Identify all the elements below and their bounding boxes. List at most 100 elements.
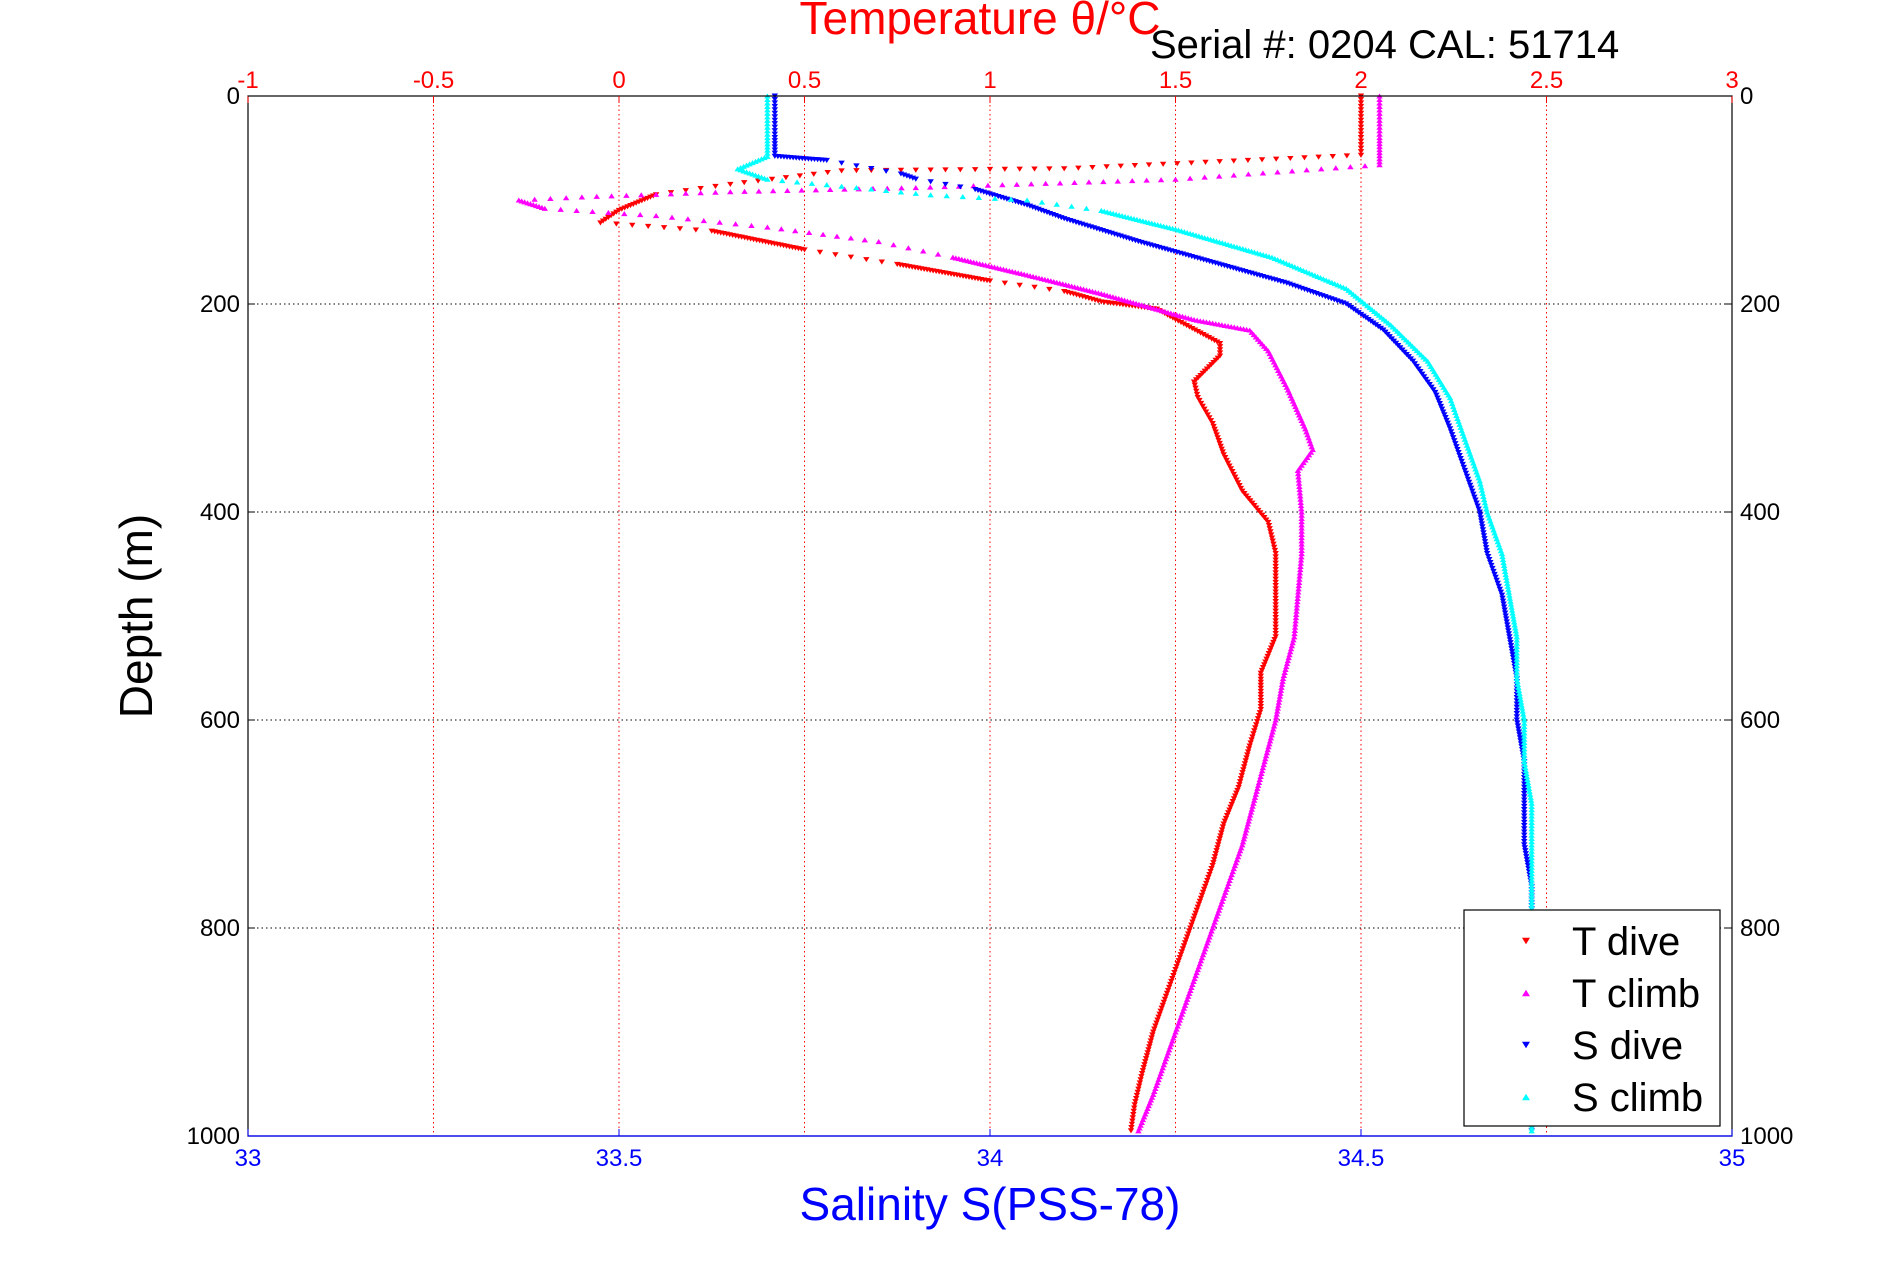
series-point-t-climb <box>1157 177 1165 183</box>
series-point-t-climb <box>1071 179 1078 185</box>
series-point-s-climb <box>1499 554 1506 560</box>
series-point-t-dive <box>1257 679 1265 685</box>
series-point-s-climb <box>1528 839 1535 845</box>
series-point-t-climb <box>1114 178 1121 184</box>
series-point-t-dive <box>1197 400 1205 406</box>
series-point-t-climb <box>748 222 755 228</box>
series-point-s-dive <box>1426 382 1433 388</box>
series-point-t-climb <box>1297 563 1304 569</box>
series-point-t-dive <box>1231 793 1239 799</box>
series-point-s-dive <box>1513 707 1521 713</box>
series-point-t-dive <box>1223 457 1230 463</box>
series-point-t-climb <box>1376 110 1383 116</box>
series-point-s-dive <box>1413 363 1420 369</box>
series-point-t-dive <box>863 257 870 263</box>
series-point-t-climb <box>861 237 868 243</box>
series-point-s-climb <box>1524 779 1532 785</box>
series-point-s-dive <box>1494 580 1501 586</box>
series-point-s-climb <box>838 183 845 189</box>
series-point-s-climb <box>1521 717 1528 723</box>
series-point-s-climb <box>1522 767 1530 774</box>
series-point-t-dive <box>1216 159 1223 165</box>
series-point-s-climb <box>764 144 771 150</box>
series-point-s-climb <box>1501 565 1508 572</box>
series-point-s-dive <box>1460 464 1468 470</box>
series-point-s-climb <box>764 96 771 103</box>
series-point-t-dive <box>1089 164 1096 171</box>
series-point-t-climb <box>805 229 813 236</box>
series-point-s-dive <box>771 103 779 109</box>
series-point-t-dive <box>1205 334 1213 341</box>
series-point-t-dive <box>1257 700 1265 707</box>
series-point-s-climb <box>1513 675 1521 681</box>
series-point-t-dive <box>816 249 824 255</box>
series-point-t-climb <box>1042 180 1049 186</box>
series-point-s-climb <box>1513 656 1521 662</box>
series-point-t-dive <box>1131 1105 1138 1111</box>
temperature-axis-title: Temperature θ/°C <box>800 0 1161 44</box>
series-point-t-dive <box>832 252 839 258</box>
series-point-t-dive <box>1188 160 1195 166</box>
series-point-t-dive <box>1270 639 1277 645</box>
series-point-s-climb <box>1510 619 1518 625</box>
series-point-t-dive <box>1252 725 1259 731</box>
series-point-s-dive <box>1451 438 1458 444</box>
series-point-t-dive <box>697 186 704 192</box>
temperature-tick-label: 0 <box>612 67 625 94</box>
series-point-t-climb <box>682 190 689 196</box>
series-point-t-dive <box>1194 395 1201 401</box>
series-point-t-climb <box>1278 681 1286 687</box>
series-point-t-climb <box>1252 791 1259 797</box>
legend-marker-t-dive <box>1522 937 1530 945</box>
series-point-t-climb <box>1298 509 1305 515</box>
series-point-t-dive <box>1272 567 1279 573</box>
series-point-t-climb <box>1332 165 1340 171</box>
series-point-t-climb <box>638 192 645 198</box>
series-point-s-dive <box>1521 826 1528 832</box>
series-point-t-climb <box>1296 483 1303 489</box>
series-point-t-dive <box>1144 1050 1151 1056</box>
series-point-t-climb <box>1262 756 1269 762</box>
series-point-t-dive <box>1272 624 1279 630</box>
series-point-t-dive <box>1135 1083 1143 1089</box>
series-point-s-dive <box>1483 551 1491 557</box>
series-point-t-dive <box>1357 124 1365 130</box>
series-point-t-climb <box>531 196 538 202</box>
series-point-t-dive <box>1016 166 1023 172</box>
series-point-s-climb <box>1513 650 1521 656</box>
series-point-t-climb <box>1303 167 1310 173</box>
series-point-s-dive <box>771 131 779 137</box>
series-point-t-climb <box>1265 744 1272 750</box>
series-point-t-climb <box>1376 96 1383 103</box>
series-point-t-dive <box>1233 790 1240 796</box>
series-point-t-climb <box>1270 723 1278 729</box>
series-point-t-dive <box>1240 764 1248 770</box>
series-point-t-dive <box>1237 776 1245 782</box>
series-point-s-dive <box>1447 429 1455 435</box>
series-point-t-dive <box>1160 999 1168 1005</box>
series-point-t-dive <box>741 180 748 186</box>
series-point-t-climb <box>1291 627 1298 633</box>
series-point-t-dive <box>1257 694 1265 701</box>
series-point-t-dive <box>1186 928 1193 934</box>
series-point-t-climb <box>1293 608 1300 614</box>
series-point-t-climb <box>1263 750 1271 756</box>
series-point-t-dive <box>1193 391 1201 398</box>
series-point-t-climb <box>1297 560 1304 566</box>
series-point-t-dive <box>1257 691 1265 697</box>
series-point-t-dive <box>1357 149 1365 155</box>
series-point-t-dive <box>1031 166 1038 172</box>
series-point-s-climb <box>1514 681 1522 687</box>
series-point-t-dive <box>1214 339 1221 345</box>
series-point-t-dive <box>1212 851 1219 857</box>
salinity-tick-label: 33.5 <box>596 1145 643 1172</box>
series-point-t-climb <box>1296 570 1304 576</box>
series-point-t-dive <box>644 223 652 230</box>
series-point-s-climb <box>1528 819 1535 825</box>
series-point-t-dive <box>1207 418 1215 424</box>
series-point-t-climb <box>1293 611 1300 617</box>
series-point-t-climb <box>1028 181 1035 187</box>
series-point-s-climb <box>764 124 771 130</box>
series-point-s-dive <box>1521 823 1528 829</box>
series-point-t-dive <box>1272 583 1279 589</box>
